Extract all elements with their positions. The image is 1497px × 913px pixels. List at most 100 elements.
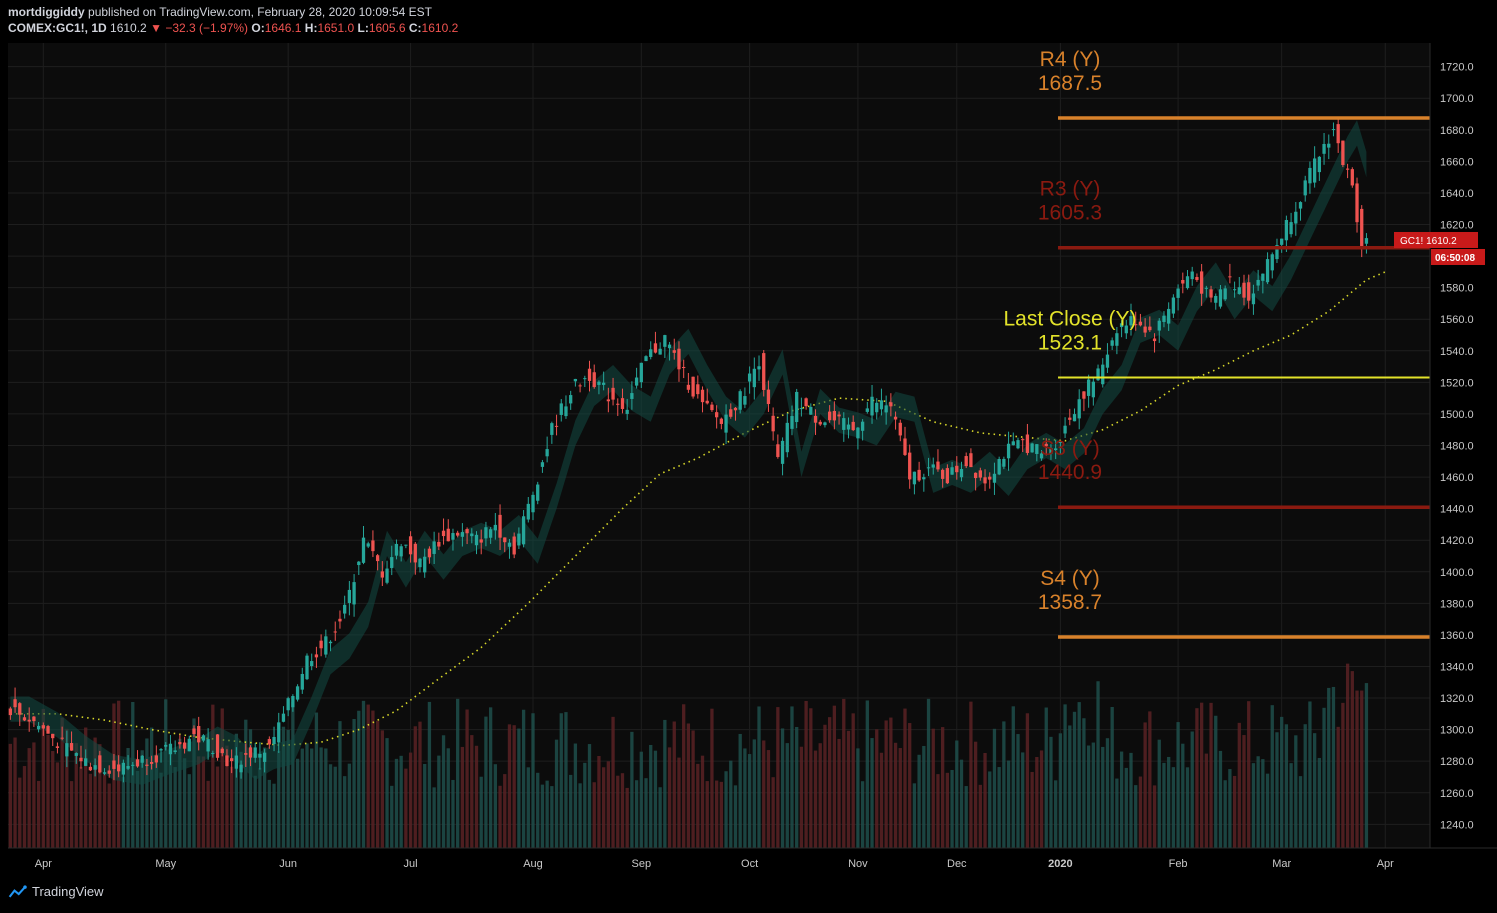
volume-bar [1270, 705, 1274, 848]
candle-body [682, 367, 686, 369]
volume-bar [1077, 702, 1081, 848]
candle-body [1261, 273, 1265, 281]
candle-body [630, 393, 634, 399]
pivot-level-name: S3 (Y) [1040, 437, 1100, 460]
volume-bar [267, 779, 271, 848]
publish-info: published on TradingView.com, February 2… [88, 5, 433, 19]
candle-body [969, 453, 973, 468]
y-tick-label: 1700.0 [1440, 93, 1474, 105]
candle-body [441, 530, 446, 537]
volume-bar [1256, 756, 1260, 848]
candle-body [884, 405, 888, 413]
candle-body [757, 366, 761, 370]
candle-body [941, 469, 945, 479]
footer-brand[interactable]: TradingView [8, 884, 104, 899]
volume-bar [917, 754, 921, 848]
candle-body [1124, 325, 1128, 334]
volume-bar [1322, 707, 1326, 848]
candle-body [295, 686, 300, 700]
candle-body [733, 407, 738, 411]
volume-bar [1011, 706, 1015, 848]
y-tick-label: 1640.0 [1440, 188, 1474, 200]
y-tick-label: 1540.0 [1440, 346, 1474, 358]
volume-bar [540, 784, 545, 848]
candle-body [427, 548, 432, 558]
candle-body [300, 673, 304, 690]
y-tick-label: 1280.0 [1440, 756, 1474, 768]
volume-bar [804, 700, 808, 848]
price-tag[interactable] [1394, 231, 1478, 248]
x-tick-label: Feb [1169, 858, 1188, 870]
volume-bar [1101, 746, 1105, 848]
candle-body [423, 556, 427, 573]
candle-body [719, 418, 724, 424]
candle-body [140, 755, 144, 763]
candle-body [262, 752, 267, 762]
volume-bar [658, 787, 662, 848]
price-tag-label: GC1! 1610.2 [1400, 236, 1457, 247]
volume-bar [870, 738, 874, 848]
candle-body [1101, 364, 1105, 385]
volume-bar [955, 740, 959, 848]
y-tick-label: 1360.0 [1440, 630, 1474, 642]
volume-bar [244, 719, 248, 848]
candle-body [973, 472, 978, 479]
volume-bar [418, 721, 422, 848]
candle-body [818, 421, 822, 425]
symbol-name[interactable]: COMEX:GC1!, 1D [8, 21, 107, 35]
x-tick-label: Jun [279, 858, 297, 870]
volume-bar [206, 780, 210, 848]
volume-bar [1317, 757, 1321, 848]
candle-body [639, 362, 643, 383]
tradingview-logo-icon [8, 884, 27, 898]
candle-body [1115, 333, 1119, 346]
candle-body [371, 540, 375, 552]
candle-body [988, 476, 992, 480]
candle-body [625, 409, 629, 414]
volume-bar [1058, 733, 1063, 848]
candle-body [182, 742, 187, 749]
candle-body [1195, 277, 1199, 280]
candle-body [248, 747, 253, 758]
volume-bar [1232, 775, 1237, 848]
volume-bar [936, 774, 940, 848]
candle-body [634, 377, 639, 386]
volume-bar [173, 767, 177, 848]
volume-bar [197, 756, 201, 848]
price-axis[interactable] [1430, 43, 1497, 848]
volume-bar [253, 775, 257, 848]
candle-body [1232, 289, 1237, 291]
candle-body [1171, 297, 1176, 314]
volume-bar [1223, 780, 1227, 848]
candle-body [1134, 324, 1138, 326]
high-label: H: [304, 21, 318, 35]
volume-bar [357, 710, 361, 848]
candle-body [65, 743, 69, 757]
candle-body [488, 529, 493, 538]
candle-body [903, 438, 907, 455]
volume-bar [1251, 763, 1256, 848]
x-tick-label: Sep [632, 858, 652, 870]
volume-bar [969, 701, 973, 848]
candle-body [1068, 417, 1072, 420]
volume-bar [828, 717, 832, 848]
volume-bar [1228, 769, 1232, 848]
candle-body [955, 465, 959, 473]
candle-body [1152, 338, 1157, 342]
volume-bar [601, 767, 606, 848]
candle-body [865, 408, 869, 412]
candle-body [27, 719, 31, 722]
candle-body [587, 368, 592, 381]
open-label: O: [251, 21, 265, 35]
candle-body [917, 469, 921, 481]
x-tick-label: Aug [523, 858, 543, 870]
volume-bar [343, 776, 347, 848]
candle-body [846, 424, 851, 430]
candle-body [154, 755, 158, 763]
volume-bar [69, 781, 74, 848]
candle-body [460, 532, 465, 537]
volume-bar [573, 743, 578, 848]
publisher-name[interactable]: mortdiggiddy [8, 5, 85, 19]
candle-body [776, 444, 780, 457]
